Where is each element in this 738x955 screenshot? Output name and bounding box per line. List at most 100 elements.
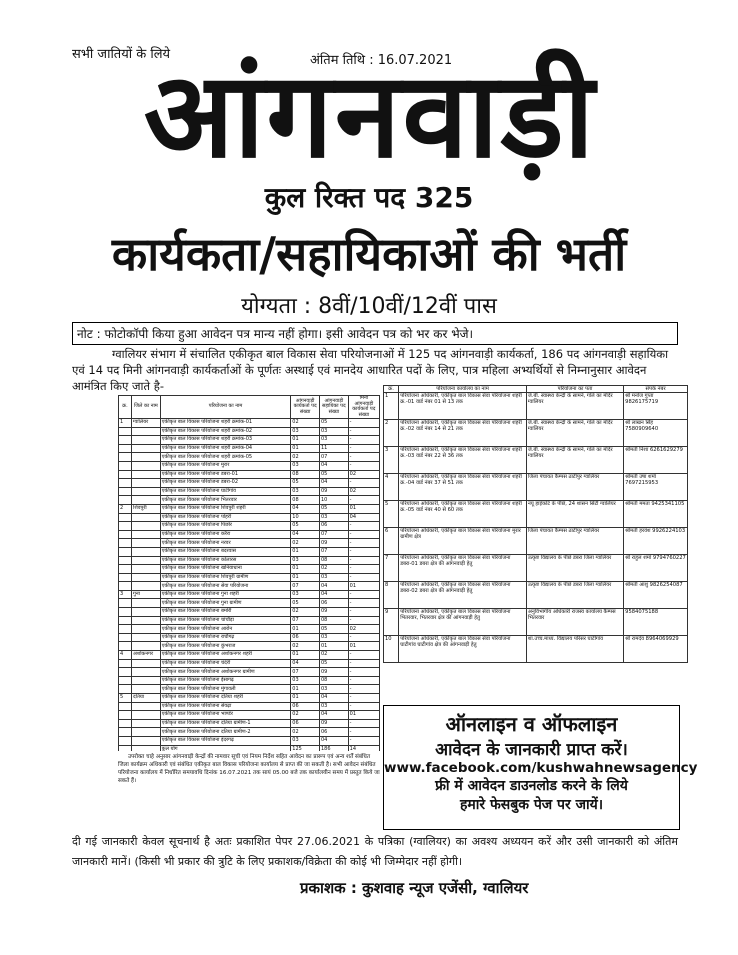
cell: एकीकृत बाल विकास परियोजना शिवपुरी ग्रामी… [159,572,292,583]
cell [118,598,133,609]
promo-box: ऑनलाइन व ऑफलाइन आवेदन के जानकारी प्राप्त… [383,705,698,830]
row: एकीकृत बाल विकास परियोजना शिवपुरी ग्रामी… [118,572,380,583]
publisher: प्रकाशक : कुशवाह न्यूज एजेंसी, ग्वालियर [300,879,529,897]
cell: 10 [383,635,400,664]
cell: - [347,538,380,548]
cell [131,521,161,531]
cell: एकीकृत बाल विकास परियोजना गुना ग्रामीण [159,598,292,609]
cell: 3 [383,446,400,475]
cell: ग्वालियर [131,418,161,428]
cell: परियोजना अधिकारी, एकीकृत बाल विकास सेवा … [398,419,527,448]
cell [131,529,161,540]
cell [131,495,161,505]
cell: 06 [290,701,320,712]
row: एकीकृत बाल विकास परियोजना नरवर 02 09- [118,538,380,548]
cell: अनुविभागीय अधिकारी राजस्व कार्यालय कैम्प… [525,608,625,637]
cell [131,615,161,626]
cell: 5 [383,500,400,529]
cell [118,452,133,462]
cell [118,658,133,669]
cell [131,469,161,480]
row: 8 परियोजना अधिकारी, एकीकृत बाल विकास सेवा… [383,581,688,610]
row: 3 गुना एकीकृत बाल विकास परियोजना गुना शहरी… [118,589,380,600]
cell [131,486,161,497]
cell: 03 [290,426,320,437]
cell [118,555,133,566]
cell: - [347,607,380,617]
cell: श्रीमती आशु 9826254087 [623,581,688,610]
cell: 01 [290,624,320,634]
right-table: क्र. परियोजना कार्यालय का नाम परियोजना का … [383,385,688,664]
cell: 10 [318,495,349,505]
cell: परियोजना अधिकारी, एकीकृत बाल विकास सेवा … [398,581,527,610]
cell: - [347,452,380,462]
row: एकीकृत बाल विकास परियोजना बमोरी 02 09- [118,607,380,617]
cell: श्री लाखन सिंह 7580909640 [623,419,688,448]
cell: 02 [347,486,380,497]
cell: 02 [290,607,320,617]
row: एकीकृत बाल विकास परियोजना मुरार 03 04- [118,460,380,471]
cell: 04 [318,735,349,746]
cell: एकीकृत बाल विकास परियोजना इंदरगढ़ [159,735,292,746]
cell: एकीकृत बाल विकास परियोजना अशोकनगर ग्रामी… [159,667,292,677]
cell: एकीकृत बाल विकास परियोजना डबरा-02 [159,478,292,488]
cell: 9 [383,608,400,637]
cell [118,460,133,471]
header-cell: जिले का नाम [131,395,161,419]
cell: 03 [290,675,320,686]
cell: - [347,529,380,540]
cell: 09 [318,667,349,677]
row: एकीकृत बाल विकास परियोजना घाटीगांव 03 09 02 [118,486,380,497]
cell: एकीकृत बाल विकास परियोजना सेवढ़ा [159,701,292,712]
cell: 08 [290,469,320,480]
cell [118,435,133,445]
left-table: क्र. जिले का नाम परियोजना का नाम आंगनवाड़ी … [118,395,380,751]
cell: 03 [318,684,349,694]
cell [118,744,133,751]
cell [118,546,133,557]
cell: 05 [318,658,349,669]
cell: 06 [318,727,349,737]
cell: परियोजना अधिकारी, एकीकृत बाल विकास सेवा … [398,446,527,475]
cell: एकीकृत बाल विकास परियोजना चांचौड़ा [159,615,292,626]
row: एकीकृत बाल विकास परियोजना दतिया ग्रामीण-… [118,727,380,737]
cell [131,581,161,591]
cell: 01 [318,641,349,652]
cell: - [347,418,380,428]
row: एकीकृत बाल विकास परियोजना ईसागढ़ 03 08- [118,675,380,686]
row: 3 परियोजना अधिकारी, एकीकृत बाल विकास सेवा… [383,446,688,475]
cell: 05 [290,598,320,609]
cell: 05 [318,624,349,634]
row: एकीकृत बाल विकास परियोजना डबरा-01 08 05 02 [118,469,380,480]
promo-url[interactable]: www.facebook.com/kushwahnewsagency [384,760,698,776]
cell: एकीकृत बाल विकास परियोजना शहरी क्रमांक-0… [159,435,292,445]
row: एकीकृत बाल विकास परियोजना शहरी क्रमांक-0… [118,435,380,445]
cell: परियोजना अधिकारी, एकीकृत बाल विकास सेवा … [398,608,527,637]
cell: श्री रामदेव 8964069929 [623,635,688,664]
row: 5 दतिया एकीकृत बाल विकास परियोजना दतिया शह… [118,693,380,703]
cell: 04 [290,658,320,669]
cell: एकीकृत बाल विकास परियोजना शहरी क्रमांक-0… [159,426,292,437]
cell: 05 [318,503,349,514]
row: एकीकृत बाल विकास परियोजना कुंभराज 02 01 01 [118,641,380,652]
cell: एकीकृत बाल विकास परियोजना घाटीगांव [159,486,292,497]
cell: 02 [290,418,320,428]
cell: - [347,675,380,686]
cell [118,632,133,643]
subtitle: कुल रिक्त पद 325 [264,181,474,214]
cell [131,546,161,557]
cell: परियोजना अधिकारी, एकीकृत बाल विकास सेवा … [398,554,527,583]
cell: 03 [318,435,349,445]
cell: 01 [290,572,320,583]
cell [131,607,161,617]
cell: एकीकृत बाल विकास परियोजना शिवपुरी शहरी [159,503,292,514]
cell [118,727,133,737]
cell: 01 [290,650,320,660]
cell: उत्कृष्ट विद्यालय के पीछे डबरा जिला ग्वा… [525,581,625,610]
cell: 08 [318,675,349,686]
cell: - [347,667,380,677]
cell: 03 [290,486,320,497]
cell [118,426,133,437]
cell: 02 [290,727,320,737]
row: एकीकृत बाल विकास परियोजना सेवा परियोजना 0… [118,581,380,591]
